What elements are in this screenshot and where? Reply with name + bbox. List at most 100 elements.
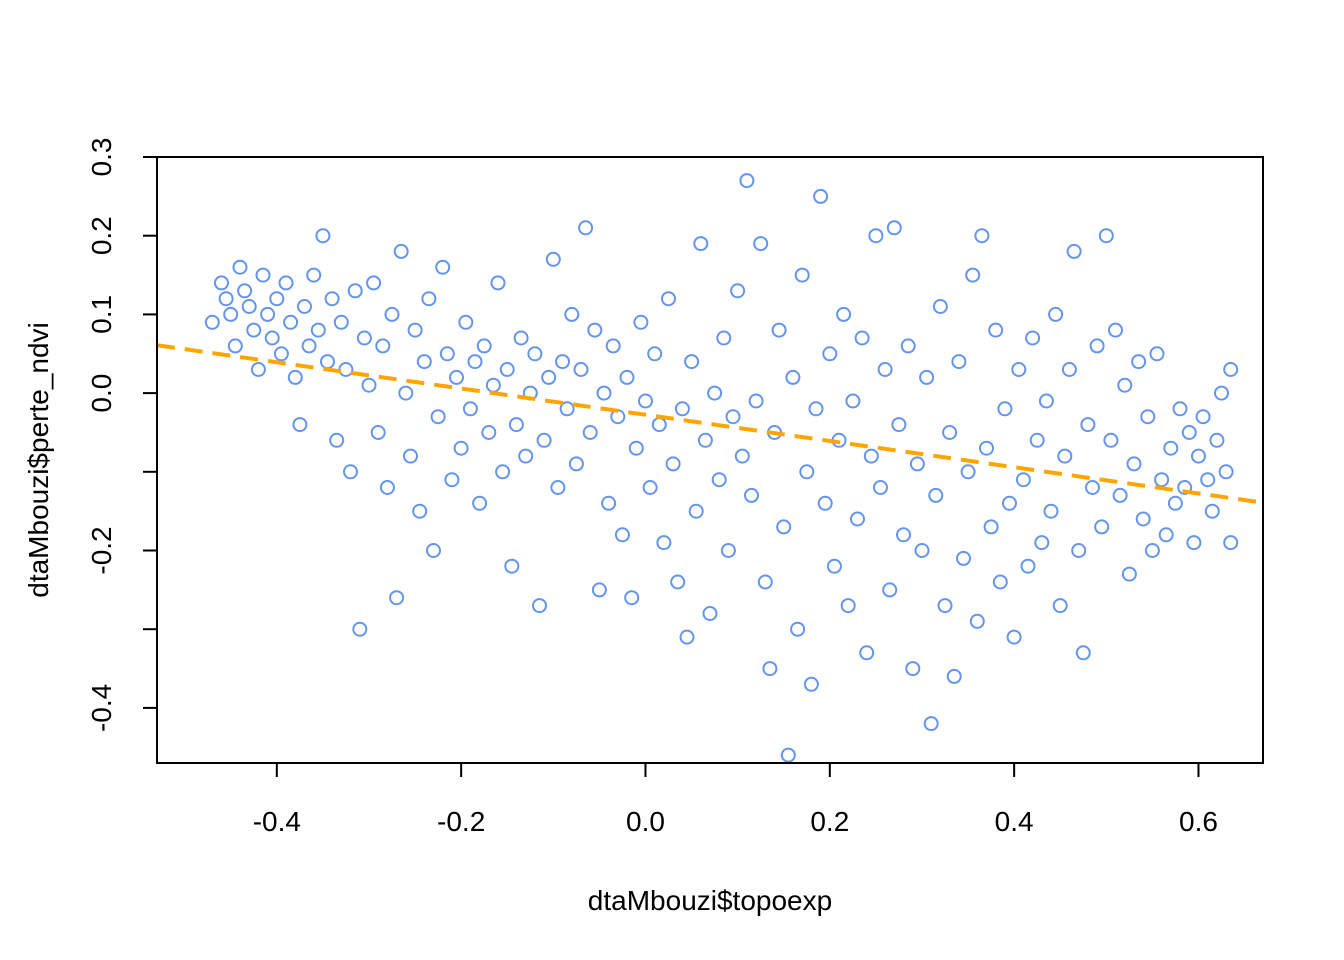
data-point <box>1085 480 1100 495</box>
data-point <box>937 598 953 614</box>
y-tick-label: 0.0 <box>86 374 117 413</box>
data-point <box>536 432 552 448</box>
data-point <box>241 299 257 314</box>
data-point <box>1121 566 1137 582</box>
data-point <box>794 267 810 283</box>
data-point <box>250 362 266 377</box>
data-point <box>430 409 446 425</box>
data-point <box>896 527 911 543</box>
data-point <box>744 487 759 503</box>
data-point <box>591 582 607 598</box>
data-point <box>656 535 672 551</box>
data-point <box>813 188 829 204</box>
y-axis: -0.4 -0.2 0.0 0.1 0.2 0.3 <box>86 138 157 732</box>
data-point <box>642 480 658 495</box>
data-point <box>845 393 861 409</box>
data-point <box>573 362 589 377</box>
data-point <box>1025 330 1041 346</box>
data-point <box>361 377 377 393</box>
data-point <box>928 487 944 503</box>
data-point <box>1149 346 1165 362</box>
data-point <box>1154 472 1170 488</box>
data-point <box>965 267 981 283</box>
data-point <box>1126 456 1142 472</box>
data-point <box>375 338 391 354</box>
data-point <box>416 354 432 370</box>
data-point <box>619 369 635 385</box>
data-point <box>439 346 455 362</box>
data-point <box>555 354 570 370</box>
data-point <box>711 472 727 488</box>
data-point <box>1131 354 1147 370</box>
data-point <box>1209 432 1225 448</box>
data-point <box>541 369 557 385</box>
data-point <box>817 495 833 511</box>
data-point <box>1075 645 1091 661</box>
data-point <box>499 362 515 377</box>
data-point <box>333 314 349 330</box>
data-point <box>1043 503 1059 519</box>
data-point <box>877 362 893 377</box>
data-point <box>665 456 681 472</box>
data-point <box>485 377 501 393</box>
data-point <box>900 338 916 354</box>
data-point <box>734 448 750 464</box>
data-point <box>762 661 778 677</box>
data-point <box>393 243 409 259</box>
data-point <box>352 621 368 637</box>
data-point <box>204 314 220 330</box>
data-point <box>882 582 898 598</box>
data-point <box>780 747 796 763</box>
x-tick-label: -0.4 <box>253 806 301 837</box>
data-point <box>421 291 437 307</box>
data-point <box>790 621 806 637</box>
data-point <box>343 464 358 480</box>
data-point <box>1098 228 1114 244</box>
data-point <box>661 291 676 307</box>
data-point <box>214 275 229 291</box>
data-point <box>550 480 566 495</box>
y-tick-label: 0.3 <box>86 138 117 177</box>
data-point <box>283 314 299 330</box>
data-point <box>568 456 584 472</box>
data-point <box>467 354 483 370</box>
data-point <box>969 613 985 629</box>
data-point <box>564 306 580 322</box>
data-point <box>919 369 935 385</box>
data-point <box>232 259 248 275</box>
data-point <box>693 236 709 252</box>
y-axis-label: dtaMbouzi$perte_ndvi <box>23 322 54 598</box>
data-point <box>942 425 958 440</box>
regression-line-layer <box>156 343 1264 505</box>
data-point <box>518 448 534 464</box>
data-point <box>329 432 345 448</box>
data-point <box>513 330 529 346</box>
points-layer <box>204 173 1239 763</box>
data-point <box>951 354 967 370</box>
data-point <box>1117 377 1133 393</box>
data-point <box>730 283 746 299</box>
data-point <box>1029 432 1045 448</box>
data-point <box>956 550 971 566</box>
data-point <box>1066 243 1082 259</box>
data-point <box>246 322 262 338</box>
data-point <box>725 409 741 425</box>
data-point <box>679 629 695 645</box>
y-tick-label: 0.1 <box>86 295 117 334</box>
data-point <box>628 440 644 456</box>
data-point <box>389 590 405 606</box>
data-point <box>532 598 547 614</box>
data-point <box>716 330 732 346</box>
data-point <box>527 346 543 362</box>
data-point <box>803 676 819 692</box>
data-point <box>638 393 653 409</box>
data-point <box>237 283 253 299</box>
data-point <box>366 275 382 291</box>
data-point <box>587 322 603 338</box>
data-point <box>426 543 441 558</box>
data-point <box>873 480 888 495</box>
data-point <box>444 472 460 488</box>
data-point <box>836 306 852 322</box>
data-point <box>1204 503 1220 519</box>
data-point <box>435 259 451 275</box>
